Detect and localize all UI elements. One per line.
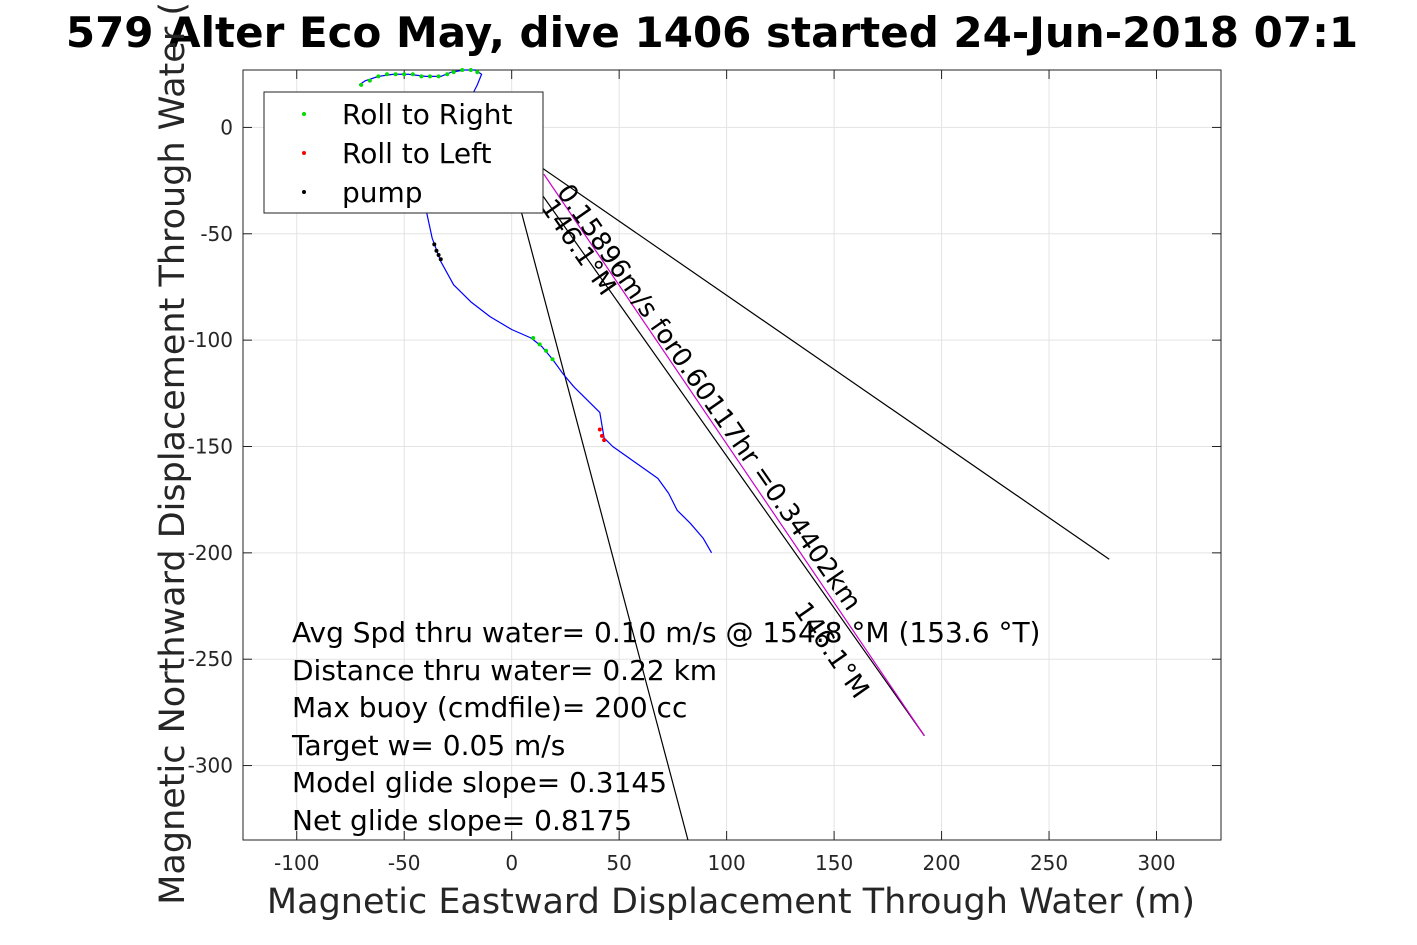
legend-marker-pump xyxy=(302,190,306,194)
legend-label-roll-left: Roll to Left xyxy=(342,137,491,170)
x-tick-label: 0 xyxy=(505,851,518,875)
roll-right-point xyxy=(367,78,372,83)
pump-point xyxy=(434,248,439,253)
y-tick-label: -250 xyxy=(188,647,233,671)
roll-right-point xyxy=(544,348,549,353)
dive-track xyxy=(358,69,713,554)
y-tick-label: -100 xyxy=(188,328,233,352)
stat-target-w: Target w= 0.05 m/s xyxy=(291,729,565,762)
roll-left-point xyxy=(599,433,604,438)
y-tick-label: 0 xyxy=(220,115,233,139)
stat-distance: Distance thru water= 0.22 km xyxy=(292,654,717,687)
stats-block: Avg Spd thru water= 0.10 m/s @ 154.8 °M … xyxy=(291,616,1040,837)
y-axis-label: Magnetic Northward Displacement Through … xyxy=(153,2,193,905)
reference-line xyxy=(498,137,1110,560)
x-tick-label: -50 xyxy=(388,851,421,875)
reference-line xyxy=(543,173,925,737)
y-tick-label: -150 xyxy=(188,434,233,458)
plot-area xyxy=(242,69,1222,841)
roll-right-point xyxy=(475,70,480,75)
roll-right-point xyxy=(359,82,364,87)
x-tick-label: -100 xyxy=(274,851,319,875)
roll-right-point xyxy=(436,74,441,79)
y-tick-label: -50 xyxy=(200,222,233,246)
pump-point xyxy=(432,242,437,247)
stat-net-glide: Net glide slope= 0.8175 xyxy=(292,804,632,837)
pump-point xyxy=(436,253,441,258)
roll-right-point xyxy=(419,74,424,79)
x-tick-label: 150 xyxy=(815,851,853,875)
stat-model-glide: Model glide slope= 0.3145 xyxy=(292,766,667,799)
reference-line xyxy=(506,159,689,841)
roll-right-point xyxy=(460,68,465,72)
y-tick-label: -300 xyxy=(188,754,233,778)
stat-avg-speed: Avg Spd thru water= 0.10 m/s @ 154.8 °M … xyxy=(292,616,1040,649)
legend-label-pump: pump xyxy=(342,176,423,209)
roll-right-point xyxy=(410,72,415,77)
legend-box xyxy=(263,91,544,214)
x-tick-label: 50 xyxy=(606,851,631,875)
x-tick-label: 250 xyxy=(1030,851,1068,875)
x-tick-label: 200 xyxy=(922,851,960,875)
legend: Roll to Right Roll to Left pump xyxy=(263,91,544,214)
reference-line xyxy=(493,127,925,737)
roll-right-point xyxy=(550,357,555,362)
roll-right-point xyxy=(385,72,390,77)
legend-marker-roll-right xyxy=(302,112,306,116)
reference-lines xyxy=(493,127,1110,841)
roll-right-point xyxy=(428,74,433,79)
roll-right-point xyxy=(451,70,456,75)
roll-right-point xyxy=(393,72,398,77)
dive-track-line xyxy=(358,69,713,554)
event-markers xyxy=(359,68,607,443)
roll-right-point xyxy=(402,72,407,77)
stat-max-buoy: Max buoy (cmdfile)= 200 cc xyxy=(292,691,687,724)
x-axis-ticks: -100 -50 0 50 100 150 200 250 300 xyxy=(274,70,1176,875)
roll-right-point xyxy=(531,336,536,341)
x-tick-label: 300 xyxy=(1137,851,1175,875)
roll-left-point xyxy=(597,427,602,432)
roll-right-point xyxy=(445,72,450,77)
y-axis-ticks: 0 -50 -100 -150 -200 -250 -300 xyxy=(188,115,1221,778)
y-tick-label: -200 xyxy=(188,541,233,565)
legend-label-roll-right: Roll to Right xyxy=(342,98,513,131)
roll-left-point xyxy=(602,438,607,443)
legend-marker-roll-left xyxy=(302,151,306,155)
roll-right-point xyxy=(468,68,473,72)
x-axis-label: Magnetic Eastward Displacement Through W… xyxy=(267,882,1195,922)
chart-title: 579 Alter Eco May, dive 1406 started 24-… xyxy=(66,8,1358,57)
roll-right-point xyxy=(537,342,542,347)
x-tick-label: 100 xyxy=(708,851,746,875)
pump-point xyxy=(438,257,443,262)
roll-right-point xyxy=(376,74,381,79)
